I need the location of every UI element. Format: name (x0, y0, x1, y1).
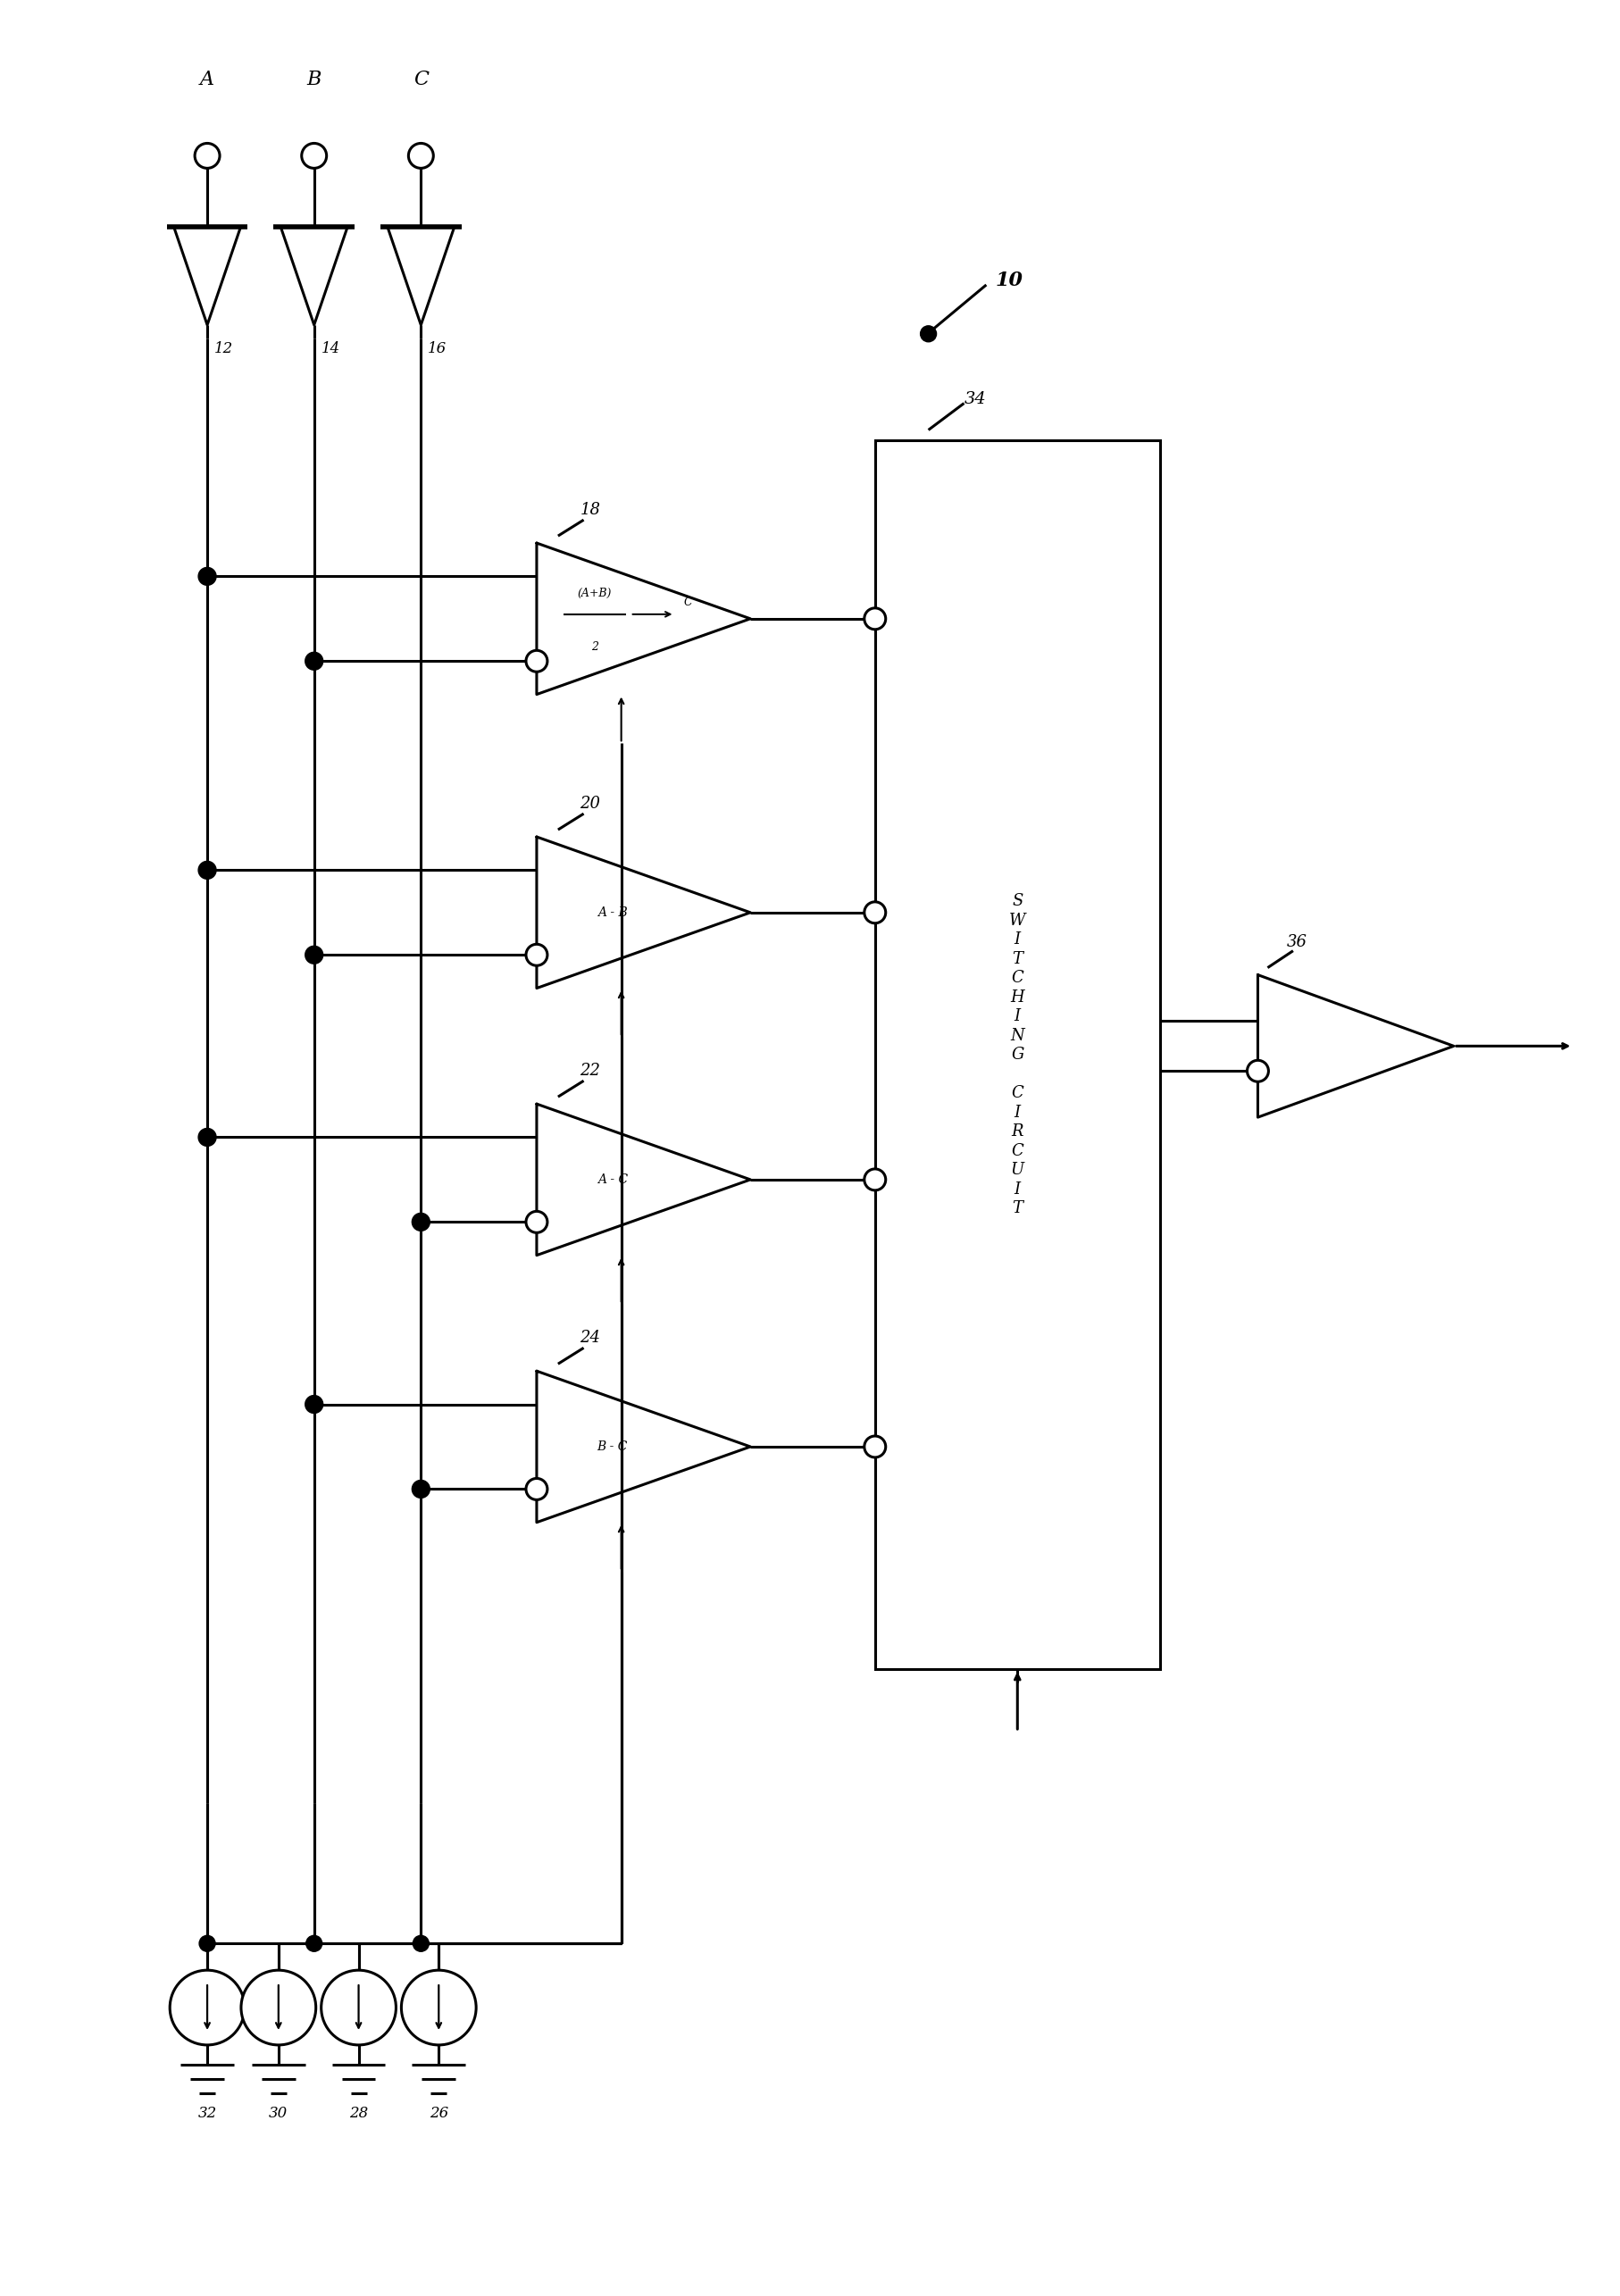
Circle shape (920, 326, 936, 342)
Circle shape (526, 944, 548, 967)
Circle shape (198, 567, 215, 585)
Circle shape (865, 902, 886, 923)
Circle shape (526, 1479, 548, 1499)
Text: C: C (413, 69, 429, 90)
Text: 30: 30 (269, 2105, 288, 2122)
Text: 10: 10 (995, 271, 1022, 289)
Text: 24: 24 (580, 1329, 601, 1345)
Text: (A+B): (A+B) (577, 588, 612, 599)
Circle shape (305, 652, 322, 670)
Text: B: B (306, 69, 321, 90)
Text: A - C: A - C (598, 1173, 627, 1185)
Text: S
W
I
T
C
H
I
N
G
 
C
I
R
C
U
I
T: S W I T C H I N G C I R C U I T (1009, 893, 1025, 1217)
Circle shape (321, 1970, 395, 2046)
Circle shape (241, 1970, 316, 2046)
Text: A - B: A - B (598, 907, 627, 918)
Circle shape (1247, 1061, 1268, 1081)
Circle shape (408, 142, 434, 168)
Text: 12: 12 (214, 340, 233, 356)
Circle shape (199, 1936, 215, 1952)
Text: 2: 2 (591, 641, 598, 652)
Text: 36: 36 (1286, 934, 1307, 951)
Circle shape (411, 1481, 429, 1497)
Circle shape (194, 142, 220, 168)
Text: A: A (199, 69, 214, 90)
Bar (875, 441, 1160, 1669)
Circle shape (865, 608, 886, 629)
Text: 28: 28 (350, 2105, 368, 2122)
Text: 14: 14 (321, 340, 340, 356)
Circle shape (305, 1396, 322, 1414)
Circle shape (402, 1970, 476, 2046)
Circle shape (198, 861, 215, 879)
Text: 18: 18 (580, 503, 601, 519)
Circle shape (413, 1936, 429, 1952)
Text: C: C (684, 597, 692, 608)
Text: 20: 20 (580, 797, 601, 813)
Circle shape (198, 1127, 215, 1146)
Text: B - C: B - C (598, 1440, 627, 1453)
Circle shape (411, 1212, 429, 1231)
Text: 22: 22 (580, 1063, 601, 1079)
Circle shape (526, 650, 548, 673)
Circle shape (301, 142, 327, 168)
Text: 32: 32 (198, 2105, 217, 2122)
Circle shape (526, 1212, 548, 1233)
Circle shape (865, 1169, 886, 1189)
Circle shape (865, 1435, 886, 1458)
Text: 34: 34 (964, 390, 987, 406)
Circle shape (305, 946, 322, 964)
Text: 16: 16 (428, 340, 447, 356)
Circle shape (170, 1970, 245, 2046)
Circle shape (306, 1936, 322, 1952)
Text: 26: 26 (429, 2105, 449, 2122)
